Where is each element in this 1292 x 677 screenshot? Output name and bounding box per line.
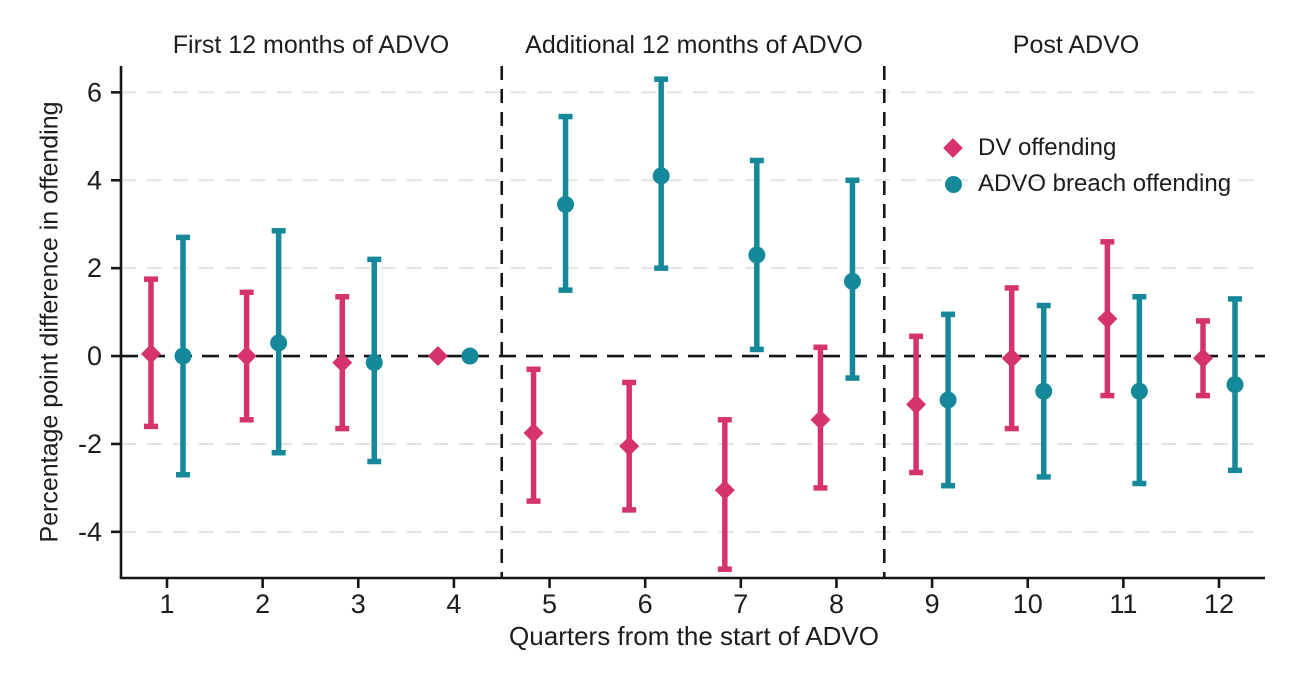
data-marker-circle <box>174 347 192 365</box>
legend: DV offending ADVO breach offending <box>941 130 1231 202</box>
panel-title-additional-12-months: Additional 12 months of ADVO <box>525 31 863 59</box>
data-marker-circle <box>461 347 479 365</box>
legend-label: DV offending <box>978 134 1117 161</box>
data-marker-circle <box>939 391 957 409</box>
data-marker-diamond <box>1097 308 1118 329</box>
legend-item-dv-offending: DV offending <box>941 130 1231 166</box>
data-marker-diamond <box>523 422 544 443</box>
data-marker-diamond <box>332 352 353 373</box>
x-tick-label: 5 <box>542 589 557 619</box>
panel-title-post-advo: Post ADVO <box>1012 31 1140 59</box>
data-marker-circle <box>652 167 670 185</box>
y-tick-label: 0 <box>87 341 102 371</box>
data-marker-diamond <box>141 343 161 364</box>
data-marker-diamond <box>236 346 257 367</box>
data-marker-circle <box>1130 382 1148 400</box>
legend-label: ADVO breach offending <box>978 170 1232 197</box>
data-marker-diamond <box>906 394 927 415</box>
x-tick-label: 8 <box>829 589 844 619</box>
data-marker-diamond <box>810 409 831 430</box>
data-marker-circle <box>270 334 288 352</box>
data-marker-diamond <box>619 436 640 457</box>
data-marker-circle <box>843 272 861 290</box>
y-tick-label: 4 <box>87 165 102 195</box>
x-tick-label: 11 <box>1109 589 1137 619</box>
x-tick-label: 6 <box>638 589 653 619</box>
panel-title-first-12-months: First 12 months of ADVO <box>172 31 450 59</box>
x-tick-label: 2 <box>255 589 270 619</box>
x-tick-label: 3 <box>351 589 366 619</box>
data-marker-diamond <box>1193 348 1213 369</box>
x-tick-label: 10 <box>1013 589 1043 619</box>
data-marker-circle <box>365 354 383 372</box>
x-tick-label: 12 <box>1204 589 1234 619</box>
data-marker-circle <box>1226 376 1244 394</box>
x-axis-title: Quarters from the start of ADVO <box>509 621 879 651</box>
diamond-marker-icon <box>941 138 965 158</box>
data-marker-circle <box>748 246 766 264</box>
data-marker-diamond <box>1001 348 1022 369</box>
y-axis-title: Percentage point difference in offending <box>35 101 64 543</box>
y-tick-label: 2 <box>87 253 102 283</box>
data-marker-circle <box>557 195 575 213</box>
x-tick-label: 4 <box>446 589 461 619</box>
x-tick-label: 9 <box>925 589 940 619</box>
data-marker-diamond <box>714 480 735 501</box>
data-marker-circle <box>1035 382 1053 400</box>
y-tick-label: -2 <box>78 429 102 459</box>
y-tick-label: 6 <box>87 77 102 107</box>
data-marker-diamond <box>427 346 448 367</box>
x-tick-label: 1 <box>159 589 174 619</box>
legend-item-advo-breach-offending: ADVO breach offending <box>941 166 1231 202</box>
circle-marker-icon <box>941 175 965 193</box>
x-tick-label: 7 <box>733 589 748 619</box>
y-tick-label: -4 <box>78 517 102 547</box>
